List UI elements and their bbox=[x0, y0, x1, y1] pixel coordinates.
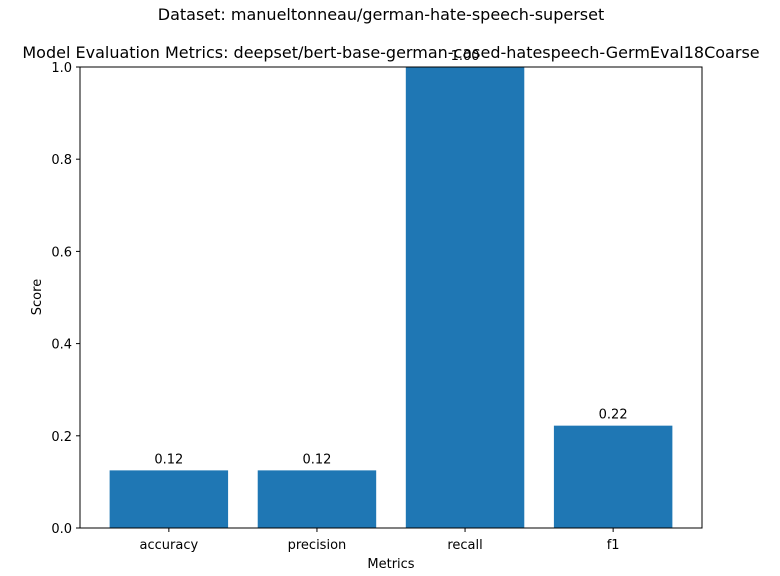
y-tick-label-1: 0.2 bbox=[51, 430, 72, 445]
x-tick-label-f1: f1 bbox=[607, 538, 620, 553]
y-tick-label-4: 0.8 bbox=[51, 153, 72, 168]
x-tick-label-accuracy: accuracy bbox=[140, 538, 199, 553]
y-axis: 0.0 0.2 0.4 0.6 0.8 1.0 bbox=[51, 61, 80, 537]
x-axis-label: Metrics bbox=[367, 557, 414, 572]
y-tick-label-2: 0.4 bbox=[51, 338, 72, 353]
chart-suptitle: Dataset: manueltonneau/german-hate-speec… bbox=[158, 5, 604, 24]
y-tick-label-5: 1.0 bbox=[51, 61, 72, 76]
chart-title: Model Evaluation Metrics: deepset/bert-b… bbox=[22, 43, 759, 62]
x-axis: accuracy precision recall f1 bbox=[140, 528, 620, 553]
bar-precision bbox=[257, 470, 377, 528]
value-label-f1: 0.22 bbox=[599, 408, 628, 423]
value-labels-group: 0.12 0.12 1.00 0.22 bbox=[154, 49, 627, 467]
y-tick-label-3: 0.6 bbox=[51, 245, 72, 260]
y-tick-label-0: 0.0 bbox=[51, 522, 72, 537]
bars-group bbox=[109, 67, 673, 528]
x-tick-label-precision: precision bbox=[288, 538, 347, 553]
x-tick-label-recall: recall bbox=[447, 538, 482, 553]
value-label-precision: 0.12 bbox=[302, 452, 331, 467]
value-label-accuracy: 0.12 bbox=[154, 452, 183, 467]
y-axis-label: Score bbox=[30, 279, 45, 315]
bar-f1 bbox=[553, 425, 673, 528]
value-label-recall: 1.00 bbox=[451, 49, 480, 64]
bar-accuracy bbox=[109, 470, 229, 528]
bar-recall bbox=[405, 67, 525, 528]
plot-frame bbox=[79, 66, 703, 529]
